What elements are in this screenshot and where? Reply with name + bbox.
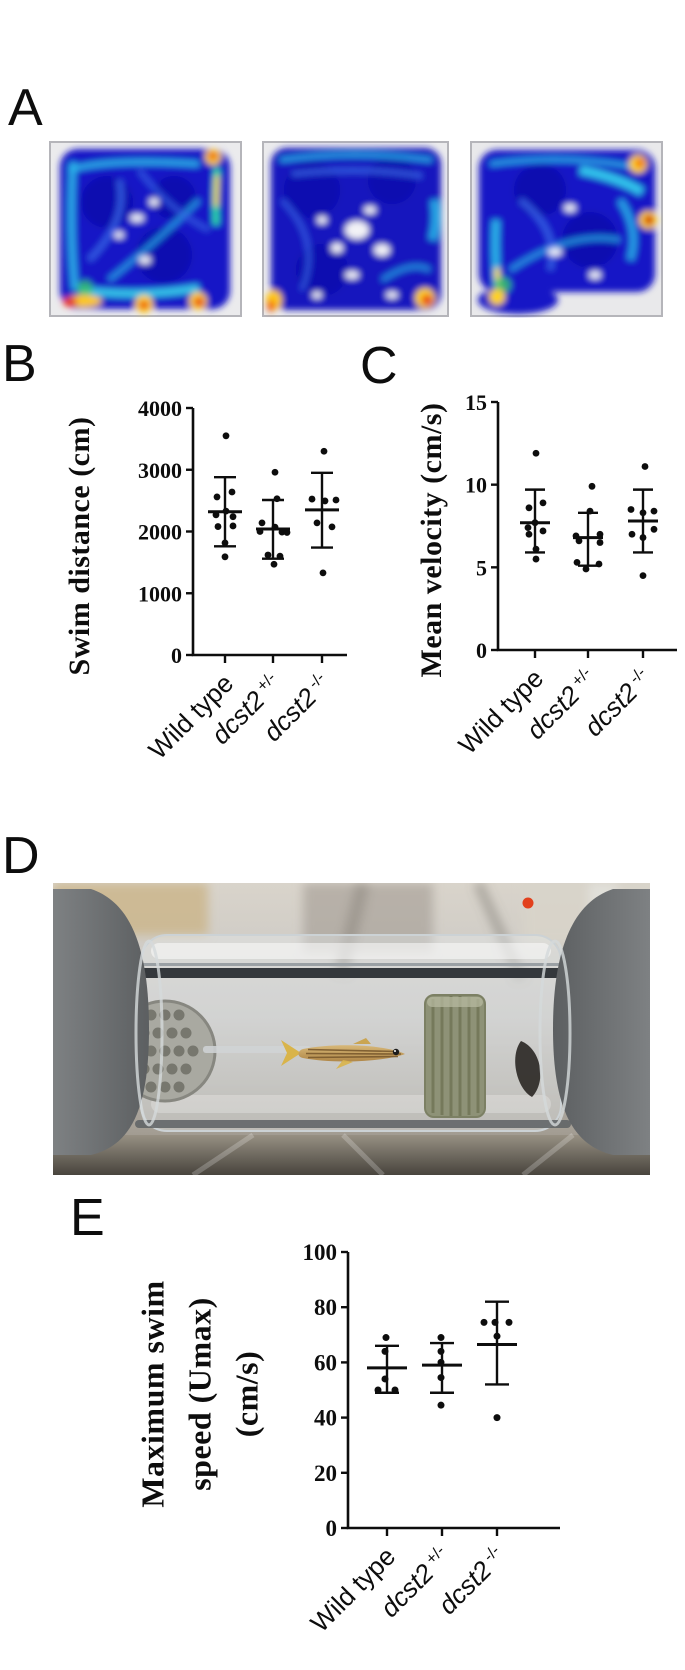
data-point — [573, 558, 581, 566]
data-point — [525, 504, 533, 512]
data-point — [320, 447, 328, 455]
fish-tail-fin — [281, 1040, 301, 1066]
data-point — [650, 507, 658, 515]
data-point — [271, 468, 279, 476]
data-point — [628, 530, 636, 538]
data-point — [332, 496, 340, 504]
data-point — [313, 519, 321, 527]
fish-eye — [392, 1048, 400, 1056]
fish-dorsal-fin — [353, 1038, 371, 1044]
lower-rail — [135, 1120, 571, 1128]
tube-mouth-left — [134, 939, 164, 1127]
data-point — [588, 482, 596, 490]
data-point — [229, 522, 237, 530]
data-point — [437, 1401, 445, 1409]
data-point — [319, 569, 327, 577]
data-point — [328, 523, 336, 531]
data-point — [264, 551, 272, 559]
data-point — [308, 495, 316, 503]
panel-label-e: E — [70, 1189, 105, 1247]
data-point — [582, 565, 590, 573]
y-tick-label: 3000 — [138, 458, 182, 483]
heatmap-blob — [60, 149, 230, 313]
table-reflections — [191, 1132, 575, 1175]
heatmap-blob — [478, 150, 657, 314]
data-point — [480, 1318, 488, 1326]
activity-heatmap-wildtype — [49, 141, 242, 317]
data-point — [221, 553, 229, 561]
data-point — [270, 560, 278, 568]
activity-heatmap-het — [262, 141, 449, 317]
data-point — [382, 1334, 390, 1342]
y-tick-label: 4000 — [138, 396, 182, 421]
data-point — [258, 519, 266, 527]
panel-label-a: A — [8, 79, 43, 137]
data-point — [596, 539, 604, 546]
data-point — [228, 488, 236, 496]
y-tick-label: 1000 — [138, 581, 182, 606]
y-tick-label: 20 — [314, 1461, 337, 1486]
data-point — [539, 527, 547, 535]
y-tick-label: 40 — [314, 1406, 337, 1431]
data-point — [505, 1318, 513, 1326]
data-point — [596, 530, 604, 538]
data-point — [641, 463, 649, 470]
zebrafish — [281, 1038, 405, 1069]
data-point — [525, 530, 533, 538]
hotspot-bottom-left — [489, 289, 505, 305]
y-tick-label: 0 — [326, 1516, 338, 1541]
data-point — [213, 493, 221, 501]
y-tick-label: 80 — [314, 1295, 337, 1320]
y-tick-label: 2000 — [138, 520, 182, 545]
data-point — [437, 1334, 445, 1342]
tunnel-end-cap-right — [553, 889, 650, 1155]
data-point — [575, 537, 583, 545]
photo-bottom-band — [53, 1135, 650, 1175]
data-point — [214, 523, 222, 530]
data-point — [639, 572, 647, 579]
probe-rod — [203, 1046, 311, 1053]
data-point — [532, 555, 540, 563]
y-tick-label: 0 — [476, 638, 487, 663]
y-tick-label: 100 — [303, 1240, 338, 1265]
data-point — [650, 525, 658, 533]
tunnel-end-cap-left — [53, 889, 149, 1155]
red-indicator-dot — [522, 897, 534, 909]
data-point — [229, 513, 237, 521]
mesh-cylinder — [424, 994, 486, 1118]
swim-tunnel-photo — [53, 883, 650, 1175]
data-point — [539, 499, 547, 507]
data-point — [283, 529, 291, 536]
data-point — [532, 449, 540, 457]
panel-label-b: B — [2, 335, 37, 393]
y-tick-label: 5 — [476, 555, 487, 580]
support-rail — [123, 968, 583, 978]
tube-mouth-right — [538, 939, 572, 1127]
y-tick-label: 60 — [314, 1350, 337, 1375]
y-tick-label: 0 — [171, 643, 182, 668]
panel-label-c: C — [360, 337, 398, 395]
heatmap-blob — [266, 148, 441, 312]
propeller-fin — [515, 1041, 541, 1097]
support-rail-highlight — [123, 963, 583, 966]
panel-label-d: D — [2, 827, 40, 885]
data-point — [321, 497, 329, 505]
y-tick-label: 15 — [465, 390, 487, 415]
activity-heatmap-mutant — [470, 141, 663, 317]
fish-anal-fin — [336, 1060, 353, 1069]
data-point — [493, 1414, 501, 1422]
data-point — [222, 432, 230, 440]
data-point — [627, 506, 635, 513]
data-point — [524, 524, 532, 532]
y-tick-label: 10 — [465, 473, 487, 498]
